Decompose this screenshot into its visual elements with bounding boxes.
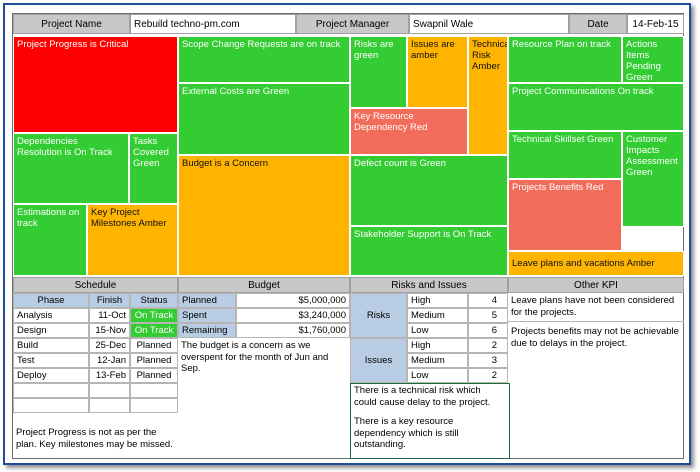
issues-label: Issues (350, 338, 407, 383)
tile-resource-plan: Resource Plan on track (508, 36, 622, 83)
risks-issues-notes: There is a technical risk which could ca… (350, 383, 510, 459)
tile-issues: Issues are amber (407, 36, 468, 108)
tile-estimations: Estimations on track (13, 204, 87, 276)
schedule-finish: 15-Nov (89, 323, 130, 338)
tile-technical-skillset: Technical Skillset Green (508, 131, 622, 179)
risk-count: 5 (468, 308, 508, 323)
other-kpi-note-leave: Leave plans have not been considered for… (508, 293, 684, 322)
tile-project-benefits: Projects Benefits Red (508, 179, 622, 251)
risks-label: Risks (350, 293, 407, 338)
risks-note-technical: There is a technical risk which could ca… (354, 385, 491, 408)
schedule-col-finish: Finish (89, 293, 130, 308)
schedule-empty-row (130, 398, 178, 413)
schedule-status: Planned (130, 353, 178, 368)
tile-tasks: Tasks Covered Green (129, 133, 178, 204)
schedule-status: On Track (130, 323, 178, 338)
issue-count: 2 (468, 368, 508, 383)
tile-project-progress: Project Progress is Critical (13, 36, 178, 133)
schedule-status: On Track (130, 308, 178, 323)
tile-defect-count: Defect count is Green (350, 155, 508, 226)
schedule-finish: 13-Feb (89, 368, 130, 383)
risk-level: High (407, 293, 468, 308)
schedule-phase: Test (13, 353, 89, 368)
budget-value: $5,000,000 (236, 293, 350, 308)
budget-label: Spent (178, 308, 236, 323)
schedule-finish: 12-Jan (89, 353, 130, 368)
tile-scope-change: Scope Change Requests are on track (178, 36, 350, 83)
schedule-empty-row (13, 398, 89, 413)
budget-label: Remaining (178, 323, 236, 338)
project-manager-label: Project Manager (296, 14, 409, 34)
project-manager-value[interactable]: Swapnil Wale (409, 14, 569, 34)
risk-count: 6 (468, 323, 508, 338)
schedule-empty-row (89, 383, 130, 398)
tile-milestones: Key Project Milestones Amber (87, 204, 178, 276)
tile-key-resource: Key Resource Dependency Red (350, 108, 468, 155)
tile-technical-risk: Technical Risk Amber (468, 36, 508, 155)
budget-value: $1,760,000 (236, 323, 350, 338)
date-value[interactable]: 14-Feb-15 (627, 14, 684, 34)
schedule-finish: 25-Dec (89, 338, 130, 353)
tile-stakeholder: Stakeholder Support is On Track (350, 226, 508, 276)
other-kpi-note-benefits: Projects benefits may not be achievable … (511, 326, 679, 349)
budget-label: Planned (178, 293, 236, 308)
schedule-col-phase: Phase (13, 293, 89, 308)
issue-count: 3 (468, 353, 508, 368)
risk-level: Low (407, 323, 468, 338)
schedule-phase: Build (13, 338, 89, 353)
budget-header: Budget (178, 277, 350, 293)
date-label: Date (569, 14, 627, 34)
risk-count: 4 (468, 293, 508, 308)
issue-level: High (407, 338, 468, 353)
schedule-note: Project Progress is not as per the plan.… (16, 427, 173, 450)
risks-note-resource: There is a key resource dependency which… (354, 416, 459, 450)
schedule-status: Planned (130, 368, 178, 383)
schedule-empty-row (130, 383, 178, 398)
tile-action-items: Actions Items Pending Green (622, 36, 684, 83)
issue-level: Medium (407, 353, 468, 368)
schedule-phase: Deploy (13, 368, 89, 383)
dashboard-frame: Project Name Rebuild techno-pm.com Proje… (3, 3, 691, 465)
schedule-header: Schedule (13, 277, 178, 293)
tile-customer-impacts: Customer Impacts Assessment Green (622, 131, 684, 227)
budget-value: $3,240,000 (236, 308, 350, 323)
tile-external-costs: External Costs are Green (178, 83, 350, 155)
schedule-col-status: Status (130, 293, 178, 308)
schedule-status: Planned (130, 338, 178, 353)
tile-budget: Budget is a Concern (178, 155, 350, 276)
tile-leave-plans: Leave plans and vacations Amber (508, 251, 684, 276)
issue-level: Low (407, 368, 468, 383)
risks-issues-header: Risks and Issues (350, 277, 508, 293)
project-name-value[interactable]: Rebuild techno-pm.com (130, 14, 296, 34)
schedule-empty-row (13, 383, 89, 398)
dashboard-sheet: Project Name Rebuild techno-pm.com Proje… (12, 13, 684, 459)
tile-risks: Risks are green (350, 36, 407, 108)
schedule-empty-row (89, 398, 130, 413)
other-kpi-header: Other KPI (508, 277, 684, 293)
project-name-label: Project Name (13, 14, 130, 34)
schedule-finish: 11-Oct (89, 308, 130, 323)
tile-communications: Project Communications On track (508, 83, 684, 131)
issue-count: 2 (468, 338, 508, 353)
budget-note: The budget is a concern as we overspent … (181, 340, 329, 374)
schedule-phase: Design (13, 323, 89, 338)
schedule-phase: Analysis (13, 308, 89, 323)
risk-level: Medium (407, 308, 468, 323)
tile-dependencies: Dependencies Resolution is On Track (13, 133, 129, 204)
